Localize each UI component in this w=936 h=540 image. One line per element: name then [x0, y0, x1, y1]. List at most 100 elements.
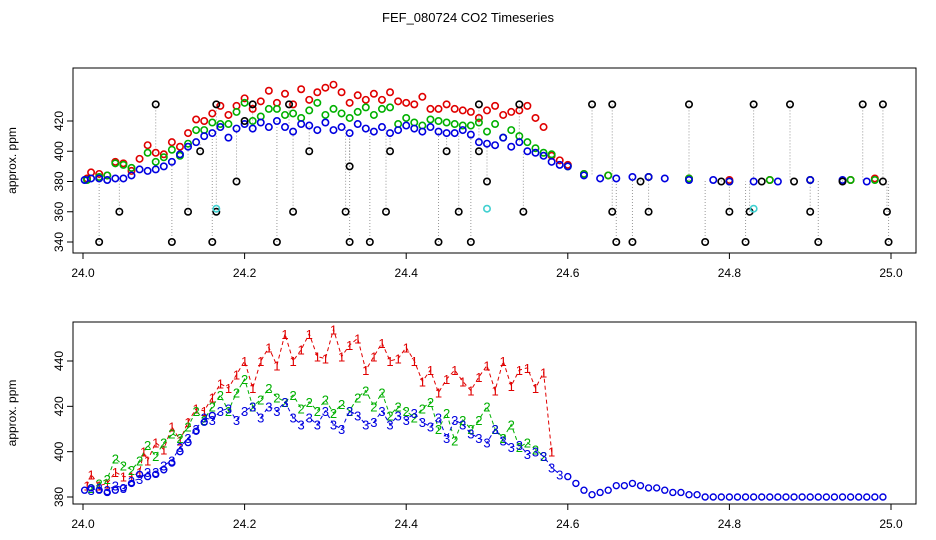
y-tick-label: 380	[52, 487, 66, 507]
data-point-blue	[272, 117, 281, 126]
data-point-o	[879, 493, 887, 501]
series-o	[80, 411, 887, 501]
data-point-label-1: 1	[273, 359, 280, 374]
data-point-black	[248, 100, 257, 109]
data-point-black	[608, 100, 617, 109]
data-point-green	[248, 117, 257, 126]
data-point-label-1: 1	[532, 381, 539, 396]
x-tick-label: 24.4	[395, 517, 419, 531]
data-point-label-1: 1	[241, 354, 248, 369]
data-point-label-2: 2	[500, 431, 507, 446]
data-point-label-1: 1	[475, 370, 482, 385]
data-point-o	[749, 493, 758, 501]
data-point-label-1: 1	[83, 479, 90, 494]
y-tick-label: 400	[52, 441, 66, 461]
data-point-black	[365, 238, 374, 247]
data-point-label-3: 3	[96, 481, 103, 496]
data-point-blue	[394, 126, 403, 135]
data-point-green	[240, 98, 249, 107]
data-point-label-3: 3	[265, 399, 272, 414]
data-point-label-3: 3	[540, 449, 547, 464]
data-point-blue	[329, 126, 338, 135]
data-point-label-2: 2	[128, 463, 135, 478]
data-point-label-2: 2	[427, 395, 434, 410]
data-point-red	[434, 104, 443, 113]
data-point-label-1: 1	[233, 368, 240, 383]
data-point-blue	[466, 130, 475, 139]
data-point-red	[216, 101, 225, 110]
data-point-label-3: 3	[144, 465, 151, 480]
data-point-red	[394, 97, 403, 106]
data-point-label-2: 2	[144, 438, 151, 453]
data-point-label-3: 3	[483, 436, 490, 451]
data-point-label-2: 2	[451, 433, 458, 448]
data-point-o	[782, 493, 790, 501]
data-point-label-3: 3	[120, 481, 127, 496]
y-tick-label: 360	[52, 201, 66, 221]
data-point-o	[111, 486, 120, 494]
data-point-o	[176, 447, 184, 456]
data-point-label-3: 3	[136, 472, 143, 487]
data-point-red	[175, 142, 184, 151]
data-point-red	[289, 100, 298, 109]
y-tick-label: 440	[52, 351, 66, 371]
data-point-o	[612, 481, 620, 490]
data-point-blue	[725, 177, 734, 186]
data-point-label-3: 3	[257, 411, 264, 426]
data-point-red	[482, 106, 491, 115]
data-point-green	[329, 104, 338, 113]
y-tick-label: 340	[52, 232, 66, 252]
data-point-black	[838, 177, 847, 186]
data-point-blue	[596, 174, 605, 183]
y-tick-label: 380	[52, 171, 66, 191]
data-point-green	[280, 110, 289, 119]
data-point-o	[636, 481, 645, 490]
data-point-label-3: 3	[362, 417, 369, 432]
x-tick-label: 24.6	[556, 517, 580, 531]
data-point-label-3: 3	[152, 465, 159, 480]
data-point-blue	[208, 129, 217, 138]
data-point-blue	[216, 123, 225, 132]
data-point-o	[152, 470, 160, 479]
data-point-blue	[515, 138, 524, 147]
data-point-label-2: 2	[395, 399, 402, 414]
data-point-red	[200, 117, 209, 126]
data-point-red	[159, 150, 168, 159]
panel-top: 24.0 24.2 24.4 24.6 24.8 25.0 340 360 380 400 420 a…	[5, 67, 917, 280]
data-point-blue	[806, 175, 815, 184]
data-point-label-1: 1	[136, 465, 143, 480]
data-point-red	[466, 107, 475, 116]
data-point-green	[216, 120, 225, 129]
data-point-o	[572, 479, 580, 488]
data-point-label-2: 2	[419, 402, 426, 417]
data-point-red	[248, 104, 257, 113]
data-point-black	[474, 100, 483, 109]
data-point-red	[369, 89, 378, 98]
data-point-label-1: 1	[168, 420, 175, 435]
data-point-label-1: 1	[395, 352, 402, 367]
data-point-blue	[410, 124, 419, 133]
data-point-o	[208, 411, 216, 420]
data-point-o	[725, 493, 734, 501]
data-point-green	[224, 120, 233, 129]
data-point-label-2: 2	[403, 404, 410, 419]
data-point-o	[669, 488, 677, 497]
data-point-red	[491, 101, 500, 110]
data-point-black	[232, 177, 241, 186]
data-point-label-2: 2	[435, 422, 442, 437]
data-point-blue	[151, 165, 160, 174]
data-point-label-3: 3	[427, 420, 434, 435]
data-point-green	[313, 98, 322, 107]
data-point-red	[474, 113, 483, 122]
data-point-blue	[345, 129, 354, 138]
data-point-label-3: 3	[168, 454, 175, 469]
data-point-red	[143, 141, 152, 150]
data-point-label-2: 2	[209, 399, 216, 414]
data-point-label-2: 2	[467, 422, 474, 437]
data-point-label-3: 3	[516, 438, 523, 453]
data-point-label-1: 1	[362, 363, 369, 378]
data-point-red	[95, 169, 104, 178]
data-point-black	[240, 117, 249, 126]
data-point-label-1: 1	[338, 349, 345, 364]
data-point-black	[212, 207, 221, 216]
